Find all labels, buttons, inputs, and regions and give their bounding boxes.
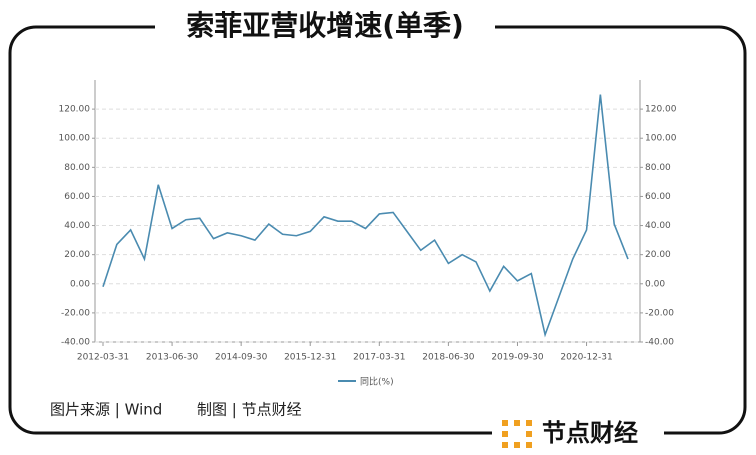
x-tick-label: 2019-09-30 — [491, 353, 544, 363]
credit: 制图 | 节点财经 — [197, 401, 302, 419]
logo-icon — [502, 420, 532, 448]
title-bg — [155, 5, 495, 50]
logo-text: 节点财经 — [542, 419, 638, 447]
y2-tick-label: 40.00 — [645, 221, 671, 231]
y2-tick-label: 100.00 — [645, 134, 677, 144]
source: 图片来源 | Wind — [50, 401, 162, 419]
y2-tick-label: 120.00 — [645, 105, 677, 115]
x-tick-label: 2012-03-31 — [77, 353, 129, 363]
y-tick-label: 80.00 — [64, 163, 90, 173]
series-line — [102, 94, 629, 338]
y-tick-label: -40.00 — [61, 338, 90, 348]
x-tick-label: 2013-06-30 — [146, 353, 199, 363]
y-tick-label: 120.00 — [59, 105, 91, 115]
y-tick-label: 40.00 — [64, 221, 90, 231]
y2-tick-label: 60.00 — [645, 192, 671, 202]
y2-tick-label: 0.00 — [645, 279, 665, 289]
y-tick-label: 20.00 — [64, 250, 90, 260]
logo-bg — [492, 412, 664, 452]
legend-label: 同比(%) — [360, 376, 394, 388]
x-tick-label: 2018-06-30 — [422, 353, 475, 363]
y2-tick-label: -40.00 — [645, 338, 674, 348]
y-tick-label: 100.00 — [59, 134, 91, 144]
y2-tick-label: 20.00 — [645, 250, 671, 260]
y-tick-label: 0.00 — [70, 279, 90, 289]
frame — [8, 25, 747, 435]
x-tick-label: 2015-12-31 — [284, 353, 336, 363]
chart-title: 索菲亚营收增速(单季) — [186, 9, 464, 42]
x-tick-label: 2020-12-31 — [560, 353, 612, 363]
x-tick-label: 2014-09-30 — [215, 353, 268, 363]
y-tick-label: -20.00 — [61, 308, 90, 318]
y2-tick-label: -20.00 — [645, 308, 674, 318]
x-tick-label: 2017-03-31 — [353, 353, 405, 363]
y-tick-label: 60.00 — [64, 192, 90, 202]
y2-tick-label: 80.00 — [645, 163, 671, 173]
